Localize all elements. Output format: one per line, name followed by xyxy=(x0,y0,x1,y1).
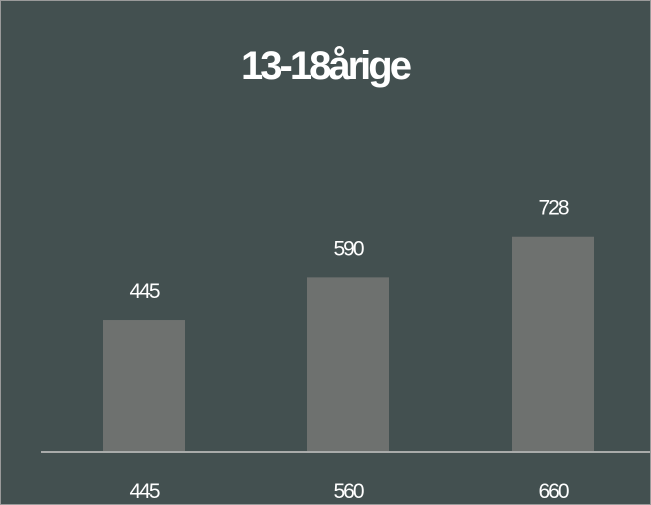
bar-2 xyxy=(307,277,389,451)
data-label-2: 590 xyxy=(333,237,363,260)
bar-1 xyxy=(103,320,185,451)
labels-layer: 445 445 590 560 728 660 xyxy=(129,197,570,503)
x-tick-label-2: 560 xyxy=(333,480,363,503)
chart-title: 13-18årige xyxy=(241,44,411,88)
data-label-1: 445 xyxy=(129,280,159,303)
x-tick-label-1: 445 xyxy=(129,480,159,503)
bars-layer xyxy=(103,236,594,451)
x-tick-label-3: 660 xyxy=(538,480,568,503)
bar-3 xyxy=(512,236,594,451)
data-label-3: 728 xyxy=(538,197,568,220)
